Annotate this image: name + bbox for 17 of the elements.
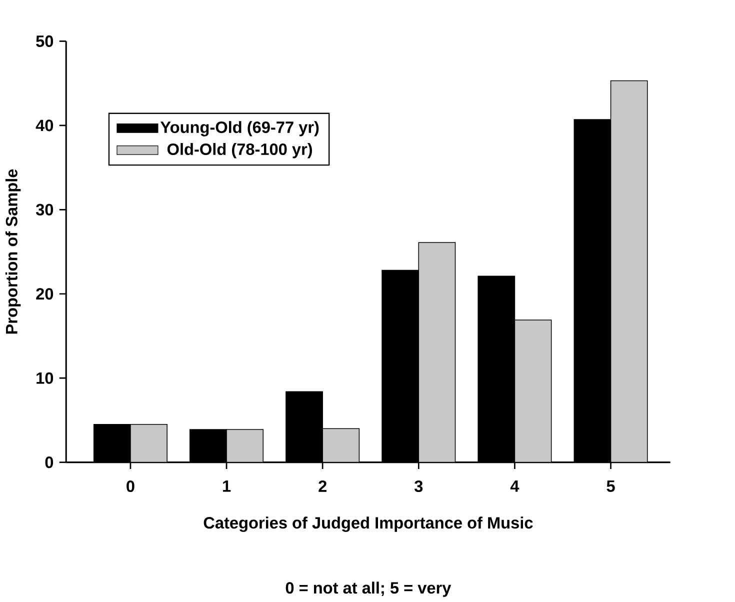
legend-label: Old-Old (78-100 yr) [167,142,312,158]
y-axis-title: Proportion of Sample [5,169,21,334]
text: 0 = not at all; 5 = very [286,582,452,597]
y-tick-label: 20 [36,288,54,300]
x-tick-label: 4 [510,480,520,492]
x-tick-label: 5 [606,480,615,492]
x-tick-label: 2 [318,480,326,492]
x-tick-label: 1 [223,480,231,492]
y-tick-label: 30 [36,204,54,216]
y-tick-label: 0 [45,456,54,468]
x-tick-label: 3 [414,480,423,492]
y-tick-label: 40 [36,119,54,132]
legend-label: Young-Old (69-77 yr) [160,120,319,136]
y-tick-label: 50 [36,35,54,47]
x-tick-label: 0 [126,480,134,492]
y-tick-label: 10 [36,372,54,384]
x-axis-title: Categories of Judged Importance of Music [204,516,533,532]
